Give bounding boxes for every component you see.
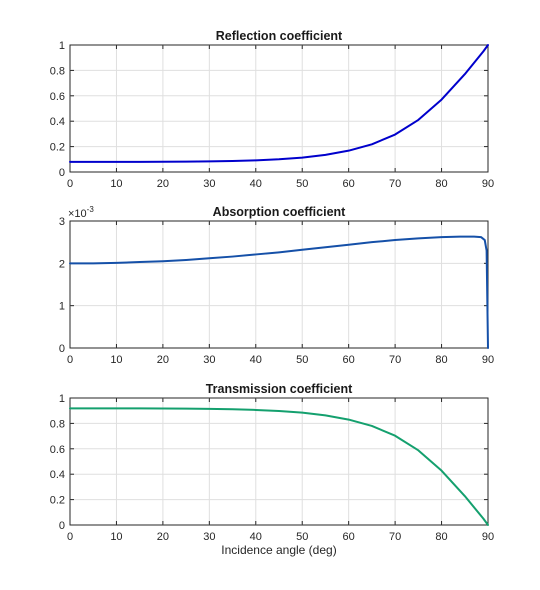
grid	[69, 44, 489, 173]
grid	[69, 220, 489, 349]
y-tick-label: 0.8	[50, 65, 65, 77]
x-tick-label: 20	[157, 354, 169, 366]
x-tick-label: 70	[389, 354, 401, 366]
x-tick-label: 90	[482, 531, 494, 543]
x-tick-label: 90	[482, 178, 494, 190]
y-tick-label: 0.4	[50, 469, 65, 481]
absorption-subplot: 0 10 20 30 40 50 60 70 80 90 0 1 2 3 Absorption coeff…	[59, 205, 494, 366]
x-tick-label: 10	[110, 178, 122, 190]
x-tick-label: 60	[343, 354, 355, 366]
grid	[69, 397, 489, 526]
axes-frame	[69, 220, 489, 349]
x-tick-label: 70	[389, 178, 401, 190]
series-line	[69, 44, 489, 163]
y-tick-label: 0.4	[50, 116, 65, 128]
x-tick-label: 0	[67, 531, 73, 543]
subplot-title: Absorption coefficient	[213, 205, 346, 219]
x-tick-label: 50	[296, 531, 308, 543]
x-tick-label: 80	[435, 178, 447, 190]
reflection-subplot: 0 10 20 30 40 50 60 70 80 90 0 0.2 0.4 0.6 0.8 1 Reflec…	[50, 29, 494, 190]
x-tick-label: 30	[203, 531, 215, 543]
y-tick-label: 0.6	[50, 91, 65, 103]
y-tick-label: 0.2	[50, 495, 65, 507]
tick-labels: 0 10 20 30 40 50 60 70 80 90 0 0.2 0.4 0.6 0.8 1	[50, 40, 494, 190]
y-tick-label: 0.6	[50, 444, 65, 456]
y-tick-label: 1	[59, 40, 65, 52]
x-tick-label: 90	[482, 354, 494, 366]
y-tick-label: 0	[59, 520, 65, 532]
x-tick-label: 40	[250, 531, 262, 543]
subplot-title: Reflection coefficient	[216, 29, 343, 43]
x-tick-label: 70	[389, 531, 401, 543]
x-tick-label: 0	[67, 178, 73, 190]
x-tick-label: 10	[110, 354, 122, 366]
x-tick-label: 80	[435, 354, 447, 366]
x-tick-label: 60	[343, 531, 355, 543]
x-tick-label: 50	[296, 354, 308, 366]
x-tick-label: 60	[343, 178, 355, 190]
x-tick-label: 30	[203, 354, 215, 366]
y-tick-label: 0.2	[50, 142, 65, 154]
x-tick-label: 10	[110, 531, 122, 543]
subplot-title: Transmission coefficient	[206, 382, 353, 396]
tick-labels: 0 10 20 30 40 50 60 70 80 90 0 1 2 3	[59, 216, 494, 366]
axes-frame	[69, 397, 489, 526]
transmission-subplot: 0 10 20 30 40 50 60 70 80 90 0 0.2 0.4 0.6 0.8 1 Transm…	[50, 382, 494, 557]
y-tick-label: 3	[59, 216, 65, 228]
y-tick-label: 1	[59, 301, 65, 313]
x-axis-label: Incidence angle (deg)	[221, 543, 336, 557]
y-tick-label: 2	[59, 258, 65, 270]
y-tick-label: 1	[59, 393, 65, 405]
axes-frame	[69, 44, 489, 173]
x-tick-label: 80	[435, 531, 447, 543]
x-tick-label: 0	[67, 354, 73, 366]
y-tick-label: 0	[59, 167, 65, 179]
x-tick-label: 40	[250, 354, 262, 366]
x-tick-label: 20	[157, 178, 169, 190]
series-line	[69, 407, 489, 526]
x-tick-label: 30	[203, 178, 215, 190]
x-tick-label: 40	[250, 178, 262, 190]
series-line	[69, 235, 489, 349]
x-tick-label: 20	[157, 531, 169, 543]
tick-labels: 0 10 20 30 40 50 60 70 80 90 0 0.2 0.4 0.6 0.8 1	[50, 393, 494, 543]
x-tick-label: 50	[296, 178, 308, 190]
y-tick-label: 0.8	[50, 418, 65, 430]
y-tick-label: 0	[59, 343, 65, 355]
